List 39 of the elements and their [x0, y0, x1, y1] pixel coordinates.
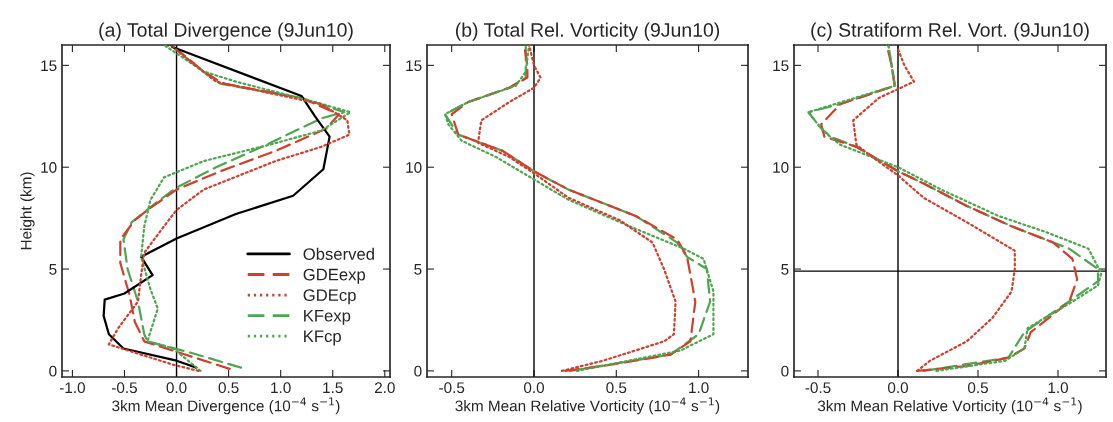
- x-tick-label: 1.5: [323, 382, 343, 394]
- y-tick-label: 10: [773, 162, 789, 173]
- y-tick-label: 10: [406, 162, 422, 173]
- x-tick-label: -0.5: [805, 382, 831, 394]
- x-tick-label: -0.5: [111, 382, 137, 394]
- x-tick-label: 1.0: [271, 382, 291, 394]
- y-tick-label: 15: [406, 60, 422, 72]
- x-tick-label: 0.0: [523, 382, 545, 394]
- y-axis-title: Height (km): [20, 172, 35, 250]
- chart-title: (c) Stratiform Rel. Vort. (9Jun10): [811, 22, 1089, 41]
- x-tick-label: 0.0: [166, 382, 187, 394]
- x-axis-title: 3km Mean Relative Vorticity (10$^{−4}$ s$^{−1}$): [455, 397, 720, 415]
- chart-title: (b) Total Rel. Vorticity (9Jun10): [455, 22, 720, 41]
- x-axis-title: 3km Mean Relative Vorticity (10$^{−4}$ s$^{−1}$): [817, 397, 1082, 415]
- x-tick-label: 0.5: [218, 382, 239, 394]
- x-tick-label: -1.0: [59, 382, 85, 394]
- y-tick-label: 15: [41, 60, 57, 72]
- x-tick-label: 2.0: [374, 382, 395, 394]
- y-tick-label: 0: [414, 365, 422, 377]
- y-tick-label: 0: [781, 365, 789, 377]
- legend-label: KFexp: [304, 309, 351, 325]
- legend-label: GDEcp: [303, 289, 356, 305]
- x-tick-label: 1.0: [689, 382, 709, 394]
- x-tick-label: 0.5: [606, 382, 627, 394]
- chart-title: (a) Total Divergence (9Jun10): [99, 22, 353, 41]
- x-tick-label: 0.0: [887, 382, 909, 394]
- y-tick-label: 5: [49, 264, 57, 275]
- y-tick-label: 10: [41, 162, 57, 173]
- y-tick-label: 0: [49, 365, 57, 377]
- legend-label: KFcp: [304, 330, 341, 346]
- x-tick-label: 0.5: [967, 382, 988, 394]
- y-tick-label: 5: [414, 264, 422, 275]
- y-tick-label: 5: [781, 264, 789, 275]
- legend-label: GDEexp: [303, 268, 366, 284]
- x-tick-label: 1.0: [1048, 382, 1069, 394]
- x-tick-label: -0.5: [439, 382, 465, 394]
- y-tick-label: 15: [773, 60, 789, 72]
- legend-label: Observed: [303, 247, 374, 260]
- x-axis-title: 3km Mean Divergence (10$^{−4}$ s$^{−1}$): [112, 397, 340, 415]
